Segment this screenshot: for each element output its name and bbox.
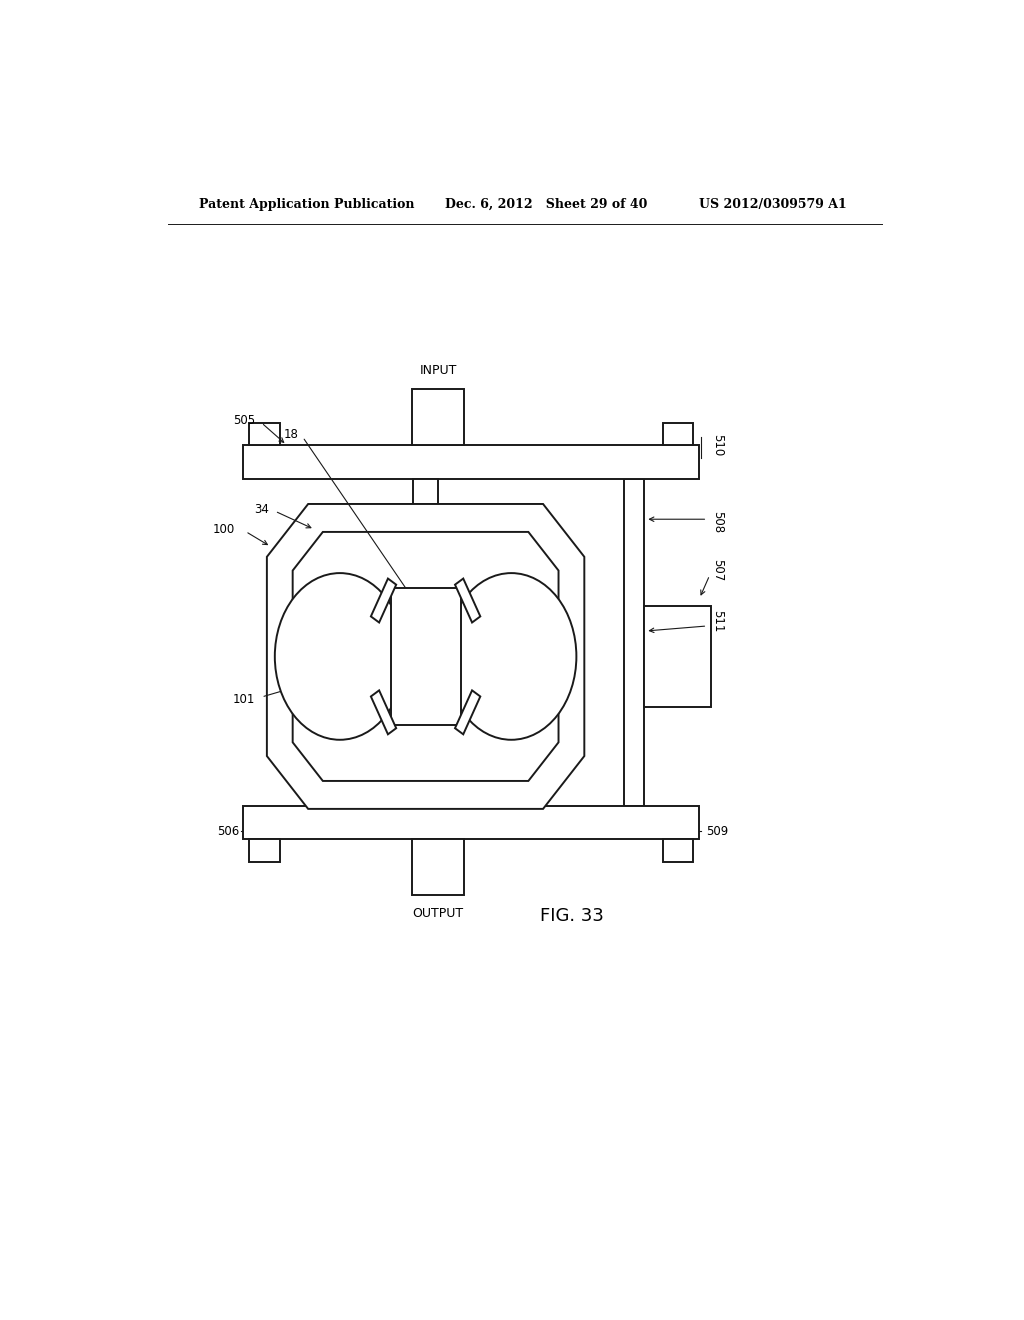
Text: OUTPUT: OUTPUT xyxy=(413,907,464,920)
Bar xyxy=(663,422,693,445)
Text: Dec. 6, 2012   Sheet 29 of 40: Dec. 6, 2012 Sheet 29 of 40 xyxy=(445,198,648,211)
Text: 101: 101 xyxy=(232,693,255,706)
Bar xyxy=(644,606,712,708)
Text: 506: 506 xyxy=(217,825,240,838)
Bar xyxy=(413,781,438,805)
Text: 508: 508 xyxy=(712,511,724,533)
Text: 510: 510 xyxy=(712,434,724,457)
Bar xyxy=(624,479,644,805)
Text: 507: 507 xyxy=(712,558,724,581)
Text: INPUT: INPUT xyxy=(420,364,457,378)
Polygon shape xyxy=(371,690,396,734)
Bar xyxy=(413,479,438,532)
Text: FIG. 33: FIG. 33 xyxy=(541,907,604,924)
Polygon shape xyxy=(455,690,480,734)
Circle shape xyxy=(446,573,577,739)
Bar xyxy=(412,840,465,895)
Text: 34: 34 xyxy=(254,503,269,516)
Text: US 2012/0309579 A1: US 2012/0309579 A1 xyxy=(699,198,847,211)
Bar xyxy=(391,587,461,725)
Text: 505: 505 xyxy=(232,414,255,428)
Polygon shape xyxy=(455,578,480,623)
Bar xyxy=(250,422,280,445)
Text: 18: 18 xyxy=(284,429,299,441)
Bar xyxy=(250,840,280,862)
Polygon shape xyxy=(371,578,396,623)
Circle shape xyxy=(274,573,404,739)
Bar xyxy=(243,445,699,479)
Text: 511: 511 xyxy=(712,610,724,632)
Bar xyxy=(663,840,693,862)
Text: Patent Application Publication: Patent Application Publication xyxy=(200,198,415,211)
Text: 100: 100 xyxy=(213,523,236,536)
Bar xyxy=(412,389,465,445)
Text: 509: 509 xyxy=(706,825,728,838)
Bar xyxy=(243,805,699,840)
Polygon shape xyxy=(267,504,585,809)
